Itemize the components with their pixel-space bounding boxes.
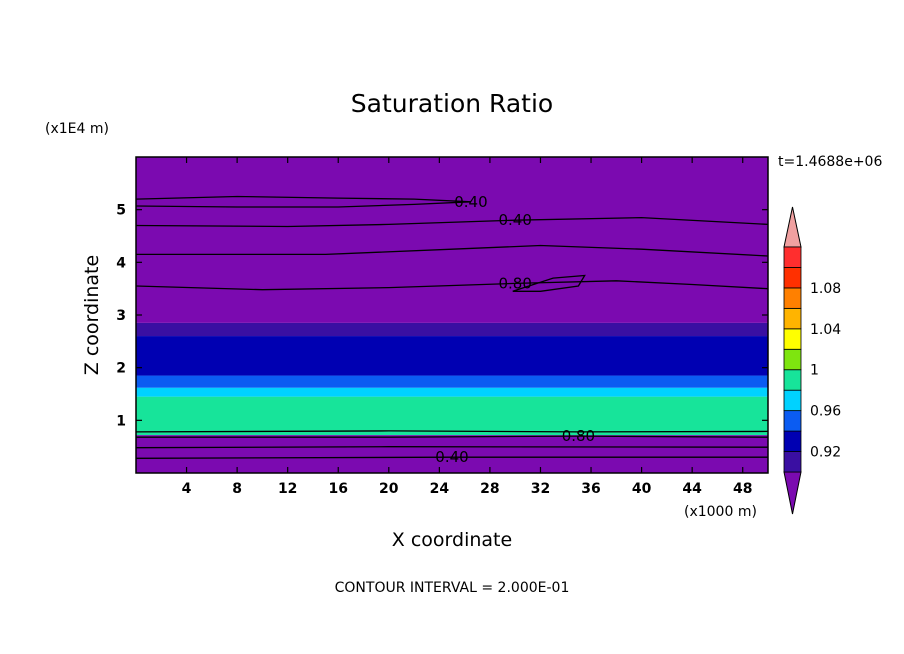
contour-line-2 [136, 244, 768, 257]
y-tick-label: 3 [116, 308, 126, 324]
contour-label-1: 0.40 [498, 211, 531, 229]
field-band-0 [136, 435, 768, 473]
contour-line-0 [136, 195, 472, 208]
field-band-5 [136, 322, 768, 337]
colorbar-swatch [783, 410, 802, 432]
x-tick-label: 20 [379, 481, 399, 497]
contour-line-8 [136, 456, 768, 459]
x-tick-label: 48 [733, 481, 752, 497]
colorbar-swatch [783, 348, 802, 371]
contour-label-0: 0.40 [454, 193, 487, 211]
field-band-4 [136, 336, 768, 376]
x-tick-label: 24 [430, 481, 450, 497]
x-tick-label: 36 [581, 481, 600, 497]
time-label: t=1.4688e+06 [778, 154, 882, 170]
contour-line-5 [136, 435, 768, 438]
colorbar-swatch [783, 246, 802, 268]
plot-field [136, 157, 768, 473]
colorbar-swatch [783, 430, 802, 452]
x-axis-label: X coordinate [392, 529, 512, 551]
contour-label-3: 0.80 [498, 274, 531, 292]
contour-interval-footer: CONTOUR INTERVAL = 2.000E-01 [335, 580, 570, 596]
field-band-1 [136, 396, 768, 436]
field-band-2 [136, 387, 768, 397]
colorbar: 0.92 0.96 1 1.04 1.08 [783, 206, 841, 515]
x-tick-label: 28 [480, 481, 499, 497]
colorbar-swatch [783, 267, 802, 289]
x-tick-label: 8 [232, 481, 242, 497]
y-tick-label: 4 [116, 255, 126, 271]
y-tick-label: 2 [116, 361, 126, 377]
contour-label-5: 0.80 [562, 427, 595, 445]
field-band-6 [136, 157, 768, 323]
contour-line-6 [136, 430, 768, 433]
y-axis-label: Z coordinate [81, 255, 103, 375]
colorbar-swatch [783, 389, 802, 412]
contour-line-1 [136, 216, 768, 228]
colorbar-swatch [783, 287, 802, 309]
contour-labels: 0.40 0.40 0.80 0.80 0.40 [435, 193, 595, 466]
x-unit-label: (x1000 m) [684, 504, 757, 520]
x-tick-label: 32 [531, 481, 550, 497]
colorbar-swatch [783, 451, 802, 473]
x-axis-ticks: 4 8 12 16 20 24 28 32 36 40 44 48 [182, 157, 752, 497]
colorbar-label: 1 [810, 363, 819, 379]
color-bands [136, 157, 768, 473]
chart-title: Saturation Ratio [351, 89, 553, 118]
colorbar-label: 0.96 [810, 404, 841, 420]
x-tick-label: 44 [682, 481, 702, 497]
x-tick-label: 12 [278, 481, 297, 497]
colorbar-swatch [783, 328, 802, 350]
x-tick-label: 16 [328, 481, 347, 497]
contour-lines [136, 195, 768, 459]
colorbar-label: 1.08 [810, 281, 841, 297]
colorbar-swatch [783, 369, 802, 391]
x-tick-label: 4 [182, 481, 192, 497]
colorbar-top-arrow [783, 206, 802, 248]
contour-line-4 [512, 274, 586, 292]
y-tick-label: 1 [116, 413, 126, 429]
contour-label-8: 0.40 [435, 448, 468, 466]
contour-line-7 [136, 446, 768, 449]
y-unit-label: (x1E4 m) [45, 121, 109, 137]
contour-line-3 [136, 280, 768, 291]
colorbar-label: 1.04 [810, 322, 841, 338]
colorbar-swatch [783, 307, 802, 330]
colorbar-label: 0.92 [810, 445, 841, 461]
x-tick-label: 40 [632, 481, 652, 497]
colorbar-bottom-arrow [783, 471, 802, 515]
y-axis-ticks: 1 2 3 4 5 [116, 203, 768, 429]
field-band-3 [136, 375, 768, 388]
y-tick-label: 5 [116, 203, 126, 219]
